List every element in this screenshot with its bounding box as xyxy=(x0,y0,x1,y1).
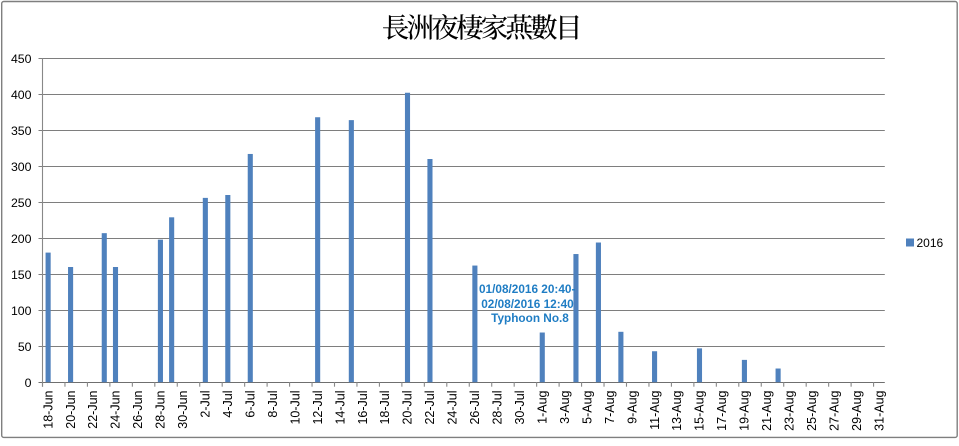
svg-text:0: 0 xyxy=(25,376,32,390)
svg-text:20-Jul: 20-Jul xyxy=(401,391,415,425)
svg-text:25-Aug: 25-Aug xyxy=(805,390,819,430)
svg-text:200: 200 xyxy=(11,232,32,246)
svg-text:15-Aug: 15-Aug xyxy=(693,390,707,430)
svg-text:4-Jul: 4-Jul xyxy=(221,391,235,418)
svg-text:31-Aug: 31-Aug xyxy=(872,390,886,430)
svg-text:17-Aug: 17-Aug xyxy=(715,390,729,430)
svg-text:26-Jul: 26-Jul xyxy=(468,391,482,425)
svg-text:2-Jul: 2-Jul xyxy=(199,391,213,418)
svg-text:50: 50 xyxy=(18,340,32,354)
svg-text:26-Jun: 26-Jun xyxy=(131,390,145,428)
svg-text:100: 100 xyxy=(11,304,32,318)
svg-text:5-Aug: 5-Aug xyxy=(580,390,594,423)
svg-text:9-Aug: 9-Aug xyxy=(625,390,639,423)
svg-text:Typhoon No.8: Typhoon No.8 xyxy=(491,311,569,325)
svg-text:22-Jun: 22-Jun xyxy=(86,390,100,428)
svg-text:18-Jun: 18-Jun xyxy=(41,390,55,428)
svg-text:150: 150 xyxy=(11,268,32,282)
svg-text:23-Aug: 23-Aug xyxy=(783,390,797,430)
svg-text:30-Jun: 30-Jun xyxy=(176,390,190,428)
svg-text:28-Jun: 28-Jun xyxy=(154,390,168,428)
svg-text:450: 450 xyxy=(11,52,32,66)
svg-text:29-Aug: 29-Aug xyxy=(850,390,864,430)
svg-text:300: 300 xyxy=(11,160,32,174)
svg-text:20-Jun: 20-Jun xyxy=(64,390,78,428)
svg-text:7-Aug: 7-Aug xyxy=(603,390,617,423)
svg-text:28-Jul: 28-Jul xyxy=(491,391,505,425)
svg-text:10-Jul: 10-Jul xyxy=(288,391,302,425)
svg-text:21-Aug: 21-Aug xyxy=(760,390,774,430)
svg-text:350: 350 xyxy=(11,124,32,138)
svg-text:18-Jul: 18-Jul xyxy=(378,391,392,425)
svg-text:14-Jul: 14-Jul xyxy=(333,391,347,425)
svg-text:24-Jun: 24-Jun xyxy=(109,390,123,428)
svg-text:11-Aug: 11-Aug xyxy=(648,390,662,429)
svg-text:6-Jul: 6-Jul xyxy=(243,391,257,418)
svg-text:3-Aug: 3-Aug xyxy=(558,390,572,423)
svg-text:400: 400 xyxy=(11,88,32,102)
svg-text:12-Jul: 12-Jul xyxy=(311,391,325,425)
svg-text:19-Aug: 19-Aug xyxy=(738,390,752,430)
svg-text:8-Jul: 8-Jul xyxy=(266,391,280,418)
svg-text:01/08/2016 20:40-: 01/08/2016 20:40- xyxy=(479,282,575,296)
svg-text:16-Jul: 16-Jul xyxy=(356,391,370,425)
svg-text:30-Jul: 30-Jul xyxy=(513,391,527,425)
svg-text:2016: 2016 xyxy=(917,236,944,250)
svg-text:24-Jul: 24-Jul xyxy=(446,391,460,425)
svg-text:250: 250 xyxy=(11,196,32,210)
svg-text:22-Jul: 22-Jul xyxy=(423,391,437,425)
svg-text:13-Aug: 13-Aug xyxy=(670,390,684,430)
svg-text:02/08/2016 12:40: 02/08/2016 12:40 xyxy=(481,297,574,311)
svg-text:27-Aug: 27-Aug xyxy=(827,390,841,430)
svg-text:1-Aug: 1-Aug xyxy=(535,390,549,423)
